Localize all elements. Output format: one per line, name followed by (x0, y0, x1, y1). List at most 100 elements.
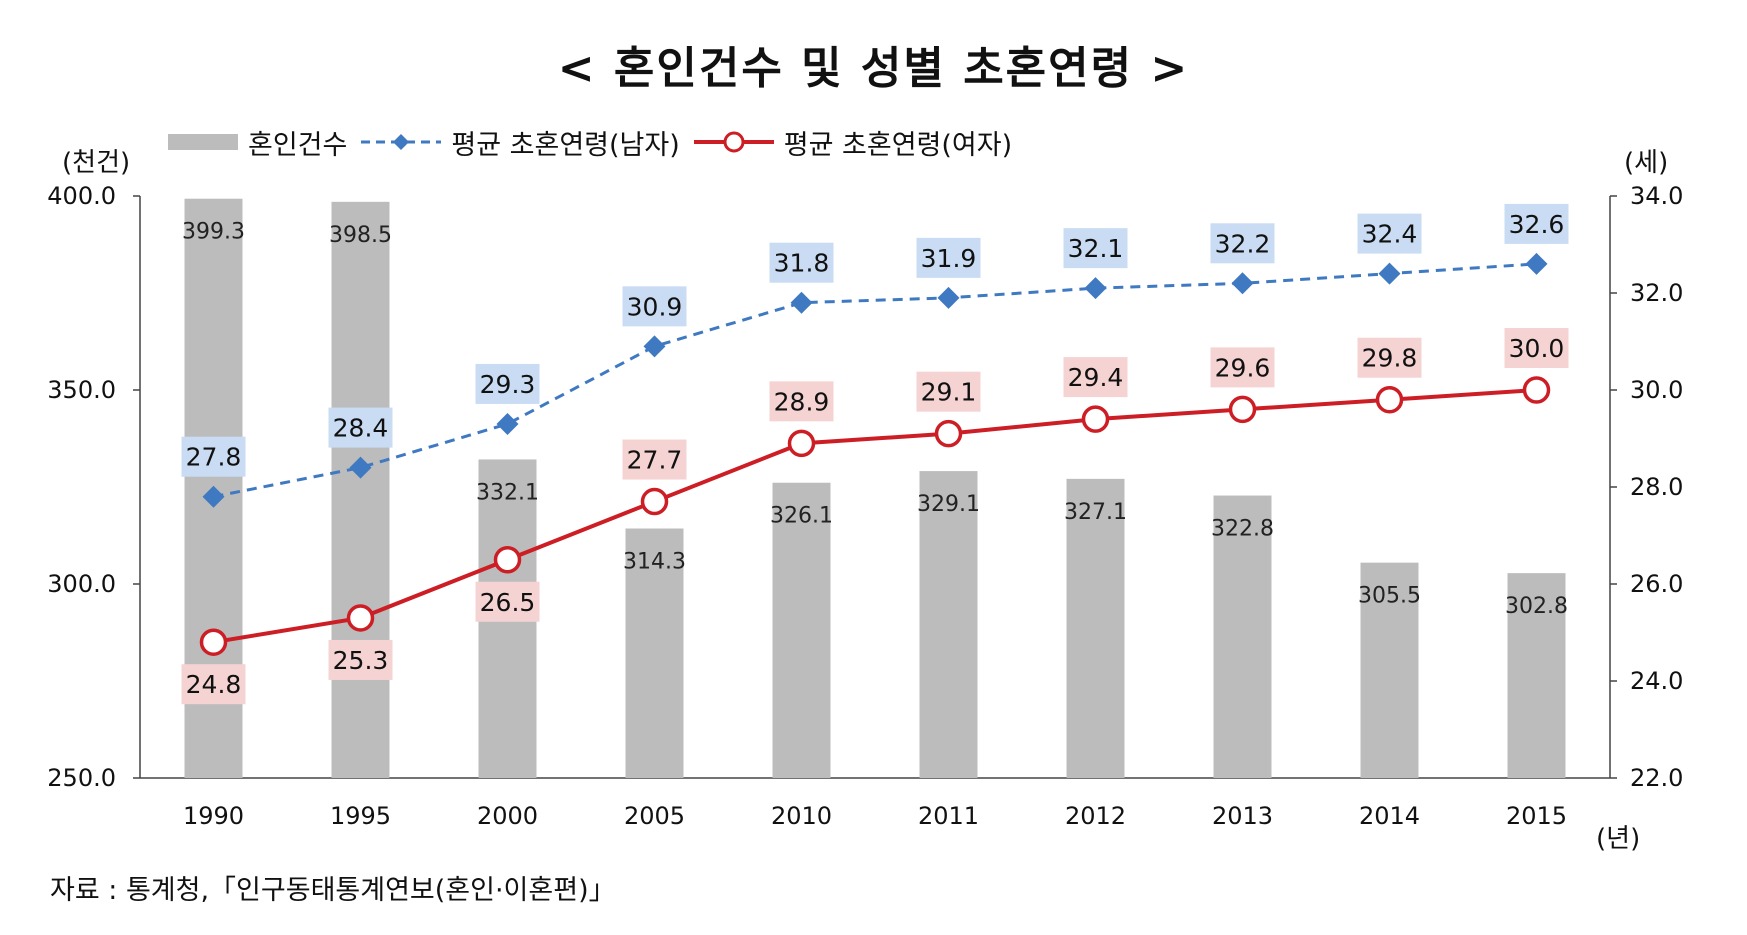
bar-marriages (919, 471, 978, 778)
left-tick-label: 350.0 (47, 376, 116, 404)
legend-bar-swatch (168, 134, 238, 150)
male-age-label: 32.6 (1509, 210, 1565, 239)
left-tick-label: 300.0 (47, 570, 116, 598)
point-female-age (1375, 385, 1404, 414)
bar-value-label: 327.1 (1064, 500, 1127, 525)
point-female-age (934, 419, 963, 448)
legend: 혼인건수 평균 초혼연령(남자) 평균 초혼연령(여자) (168, 122, 1026, 162)
female-age-label: 29.4 (1068, 363, 1124, 392)
bar-value-label: 322.8 (1211, 517, 1274, 542)
bar-value-label: 332.1 (476, 480, 539, 505)
point-male-age (1378, 262, 1401, 285)
male-age-label-bg (622, 286, 687, 327)
legend-male-swatch (361, 134, 442, 150)
x-tick-label: 2014 (1359, 802, 1420, 830)
female-age-label: 25.3 (333, 646, 389, 675)
point-female-age (346, 604, 375, 632)
line-female-age (213, 388, 1537, 645)
right-tick-label: 28.0 (1630, 473, 1683, 501)
male-age-label: 27.8 (186, 443, 242, 472)
point-female-age (787, 429, 816, 458)
left-tick-label: 250.0 (47, 764, 116, 792)
point-male-age (202, 485, 225, 508)
bar-value-label: 302.8 (1505, 594, 1568, 619)
female-age-label: 28.9 (774, 387, 830, 416)
legend-label-marriages: 혼인건수 (248, 129, 348, 161)
bar-marriages (1213, 495, 1272, 778)
x-tick-label: 1995 (330, 802, 391, 830)
female-age-label: 29.1 (921, 378, 977, 407)
point-male-age (349, 456, 372, 479)
line-male-age (213, 262, 1537, 499)
point-female-age (199, 628, 228, 656)
point-male-age (643, 335, 666, 358)
male-age-label-bg (916, 237, 981, 278)
x-tick-label: 2000 (477, 802, 538, 830)
male-age-label: 30.9 (627, 292, 683, 321)
right-tick-label: 26.0 (1630, 570, 1683, 598)
bar-value-label: 305.5 (1358, 584, 1421, 609)
point-female-age (1522, 376, 1551, 404)
female-age-label: 27.7 (627, 446, 683, 475)
point-female-age (1081, 405, 1110, 433)
male-age-label: 29.3 (480, 370, 536, 399)
legend-item-male: 평균 초혼연령(남자) (361, 123, 680, 162)
male-age-label-bg (1063, 228, 1128, 269)
x-tick-label: 2005 (624, 802, 685, 830)
female-age-label: 26.5 (480, 588, 536, 617)
bar-value-label: 326.1 (770, 504, 833, 529)
female-age-label-bg (1504, 328, 1569, 368)
male-age-label-bg (1504, 203, 1569, 244)
male-age-label: 31.9 (921, 244, 977, 273)
chart-title: < 혼인건수 및 성별 초혼연령 > (557, 43, 1190, 94)
point-male-age (937, 286, 960, 309)
right-tick-label: 30.0 (1630, 376, 1683, 404)
bar-value-label: 314.3 (623, 550, 686, 575)
x-tick-label: 2010 (771, 802, 832, 830)
x-tick-label: 1990 (183, 802, 244, 830)
male-age-label: 32.2 (1215, 229, 1271, 258)
female-age-label: 24.8 (186, 670, 242, 699)
legend-label-male: 평균 초혼연령(남자) (451, 129, 680, 161)
female-age-label-bg (1357, 337, 1422, 378)
bar-marriages (1066, 478, 1125, 778)
point-female-age (1228, 395, 1257, 424)
male-age-label-bg (328, 407, 393, 448)
male-age-label: 32.1 (1068, 234, 1124, 263)
point-male-age (496, 412, 519, 435)
bar-value-label: 399.3 (182, 220, 245, 245)
female-age-label-bg (475, 581, 540, 622)
legend-item-female: 평균 초혼연령(여자) (693, 123, 1013, 162)
x-tick-label: 2015 (1506, 802, 1567, 830)
right-axis-unit: (세) (1624, 148, 1669, 178)
female-age-label-bg (328, 639, 393, 680)
female-age-label-bg (769, 381, 834, 422)
bar-marriages (772, 482, 831, 778)
right-tick-label: 24.0 (1630, 667, 1683, 695)
source-note: 자료 : 통계청,「인구동태통계연보(혼인·이혼편)」 (50, 875, 616, 906)
male-age-label: 32.4 (1362, 220, 1418, 249)
point-female-age (493, 546, 522, 574)
left-axis-unit: (천건) (62, 148, 131, 178)
x-tick-label: 2012 (1065, 802, 1126, 830)
female-age-label-bg (1210, 347, 1275, 388)
point-male-age (790, 291, 813, 314)
legend-item-marriages: 혼인건수 (168, 123, 347, 162)
female-age-label-bg (622, 439, 687, 480)
female-age-label: 29.8 (1362, 344, 1418, 373)
male-age-label-bg (1357, 213, 1422, 254)
right-tick-label: 22.0 (1630, 764, 1683, 792)
point-male-age (1231, 272, 1254, 295)
male-age-label: 31.8 (774, 249, 830, 278)
female-age-label-bg (1063, 357, 1128, 398)
bar-value-label: 329.1 (917, 492, 980, 517)
bar-marriages (1507, 573, 1566, 778)
point-female-age (640, 487, 669, 516)
legend-label-female: 평균 초혼연령(여자) (783, 129, 1013, 161)
male-age-label: 28.4 (333, 414, 389, 443)
female-age-label: 29.6 (1215, 353, 1271, 382)
male-age-label-bg (181, 436, 246, 477)
male-age-label-bg (769, 242, 834, 283)
right-tick-label: 32.0 (1630, 279, 1683, 307)
